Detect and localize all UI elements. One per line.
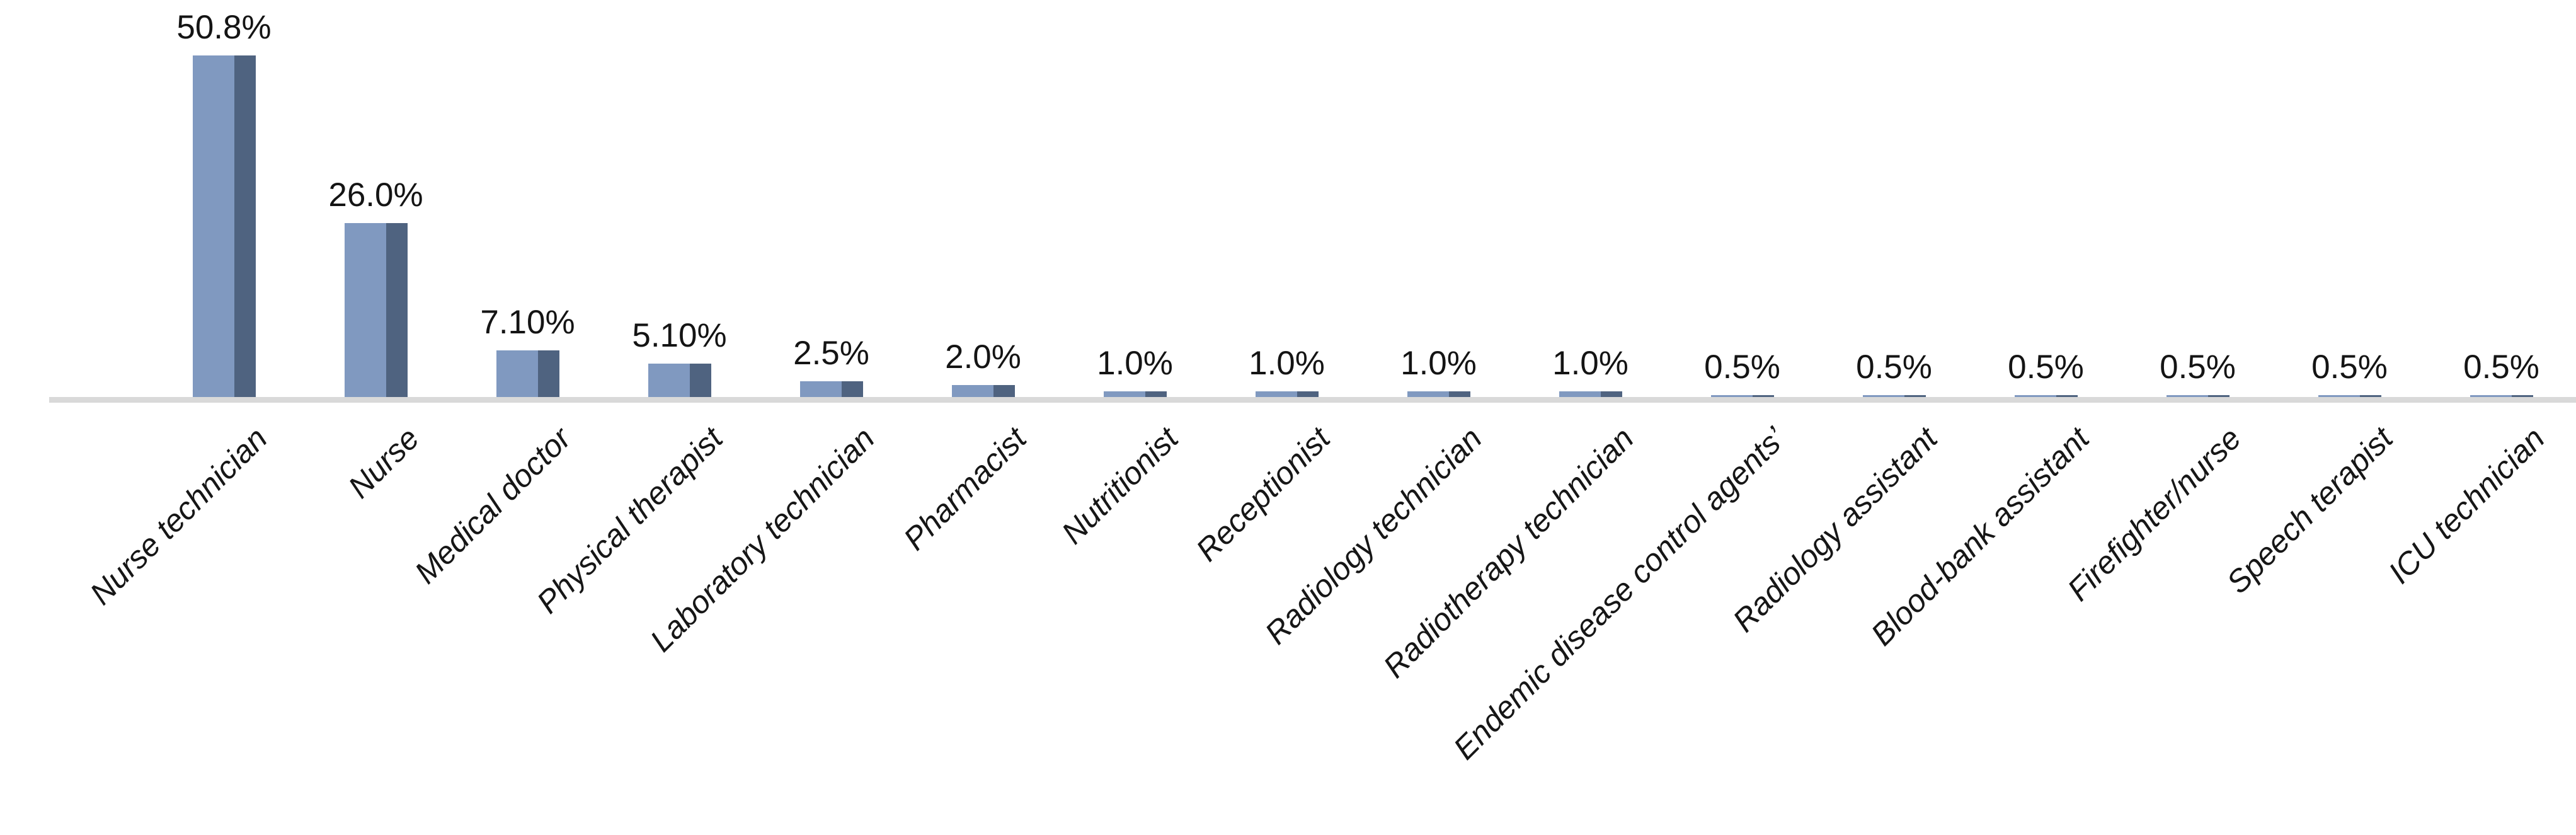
- bar-value-label: 1.0%: [1400, 345, 1477, 383]
- bar-slot: 0.5%: [1818, 0, 1970, 398]
- bar-value-label: 26.0%: [328, 176, 423, 214]
- bar-slot: 0.5%: [2122, 0, 2274, 398]
- bar-front-face: [2318, 395, 2360, 398]
- bar-front-face: [1862, 395, 1904, 398]
- bar-shadow-side: [689, 364, 711, 398]
- bar-shadow-side: [993, 385, 1015, 398]
- bar-value-label: 1.0%: [1097, 345, 1173, 383]
- category-label: Pharmacist: [896, 420, 1033, 557]
- bar: [1103, 391, 1167, 398]
- category-label: Speech terapist: [2219, 420, 2400, 601]
- bar-slot: 0.5%: [2274, 0, 2425, 398]
- bar: [2318, 395, 2381, 398]
- bar-value-label: 1.0%: [1552, 345, 1629, 383]
- category-label: Firefighter/nurse: [2060, 420, 2248, 608]
- category-label: Nurse: [341, 420, 426, 505]
- bar-value-label: 2.5%: [793, 335, 869, 372]
- bar-shadow-side: [1904, 395, 1926, 398]
- bar: [648, 364, 711, 398]
- category-label: Nurse technician: [83, 420, 274, 612]
- bar-slot: 50.8%: [148, 0, 300, 398]
- bar: [2166, 395, 2230, 398]
- bar-slot: 1.0%: [1059, 0, 1211, 398]
- bar: [1559, 391, 1622, 398]
- bar-shadow-side: [1297, 391, 1319, 398]
- bar-front-face: [1407, 391, 1449, 398]
- bar-front-face: [648, 364, 690, 398]
- category-label: Laboratory technician: [643, 420, 881, 659]
- bar-front-face: [2166, 395, 2208, 398]
- bar-front-face: [496, 350, 538, 398]
- bar-shadow-side: [537, 350, 559, 398]
- category-label: Radiotherapy technician: [1376, 420, 1640, 685]
- bar-slot: 0.5%: [1970, 0, 2122, 398]
- bar-value-label: 0.5%: [1704, 348, 1780, 386]
- bar-value-label: 1.0%: [1249, 345, 1325, 383]
- bars-row: 50.8% 26.0% 7.10% 5.10% 2.5% 2.0% 1.0% 1.0% 1.0%…: [148, 0, 2576, 398]
- bar-value-label: 0.5%: [2463, 348, 2539, 386]
- bar-slot: 2.0%: [907, 0, 1059, 398]
- bar-front-face: [2014, 395, 2056, 398]
- bar-slot: 1.0%: [1363, 0, 1514, 398]
- category-label: Receptionist: [1189, 420, 1337, 568]
- bar-shadow-side: [1600, 391, 1622, 398]
- category-label: Blood-bank assistant: [1863, 420, 2096, 653]
- bar-value-label: 0.5%: [2008, 348, 2084, 386]
- bar-shadow-side: [2207, 395, 2230, 398]
- bar-shadow-side: [234, 55, 256, 398]
- bar-slot: 7.10%: [452, 0, 604, 398]
- bar-front-face: [1255, 391, 1297, 398]
- bar-front-face: [1559, 391, 1601, 398]
- bar-slot: 2.5%: [755, 0, 907, 398]
- bar-front-face: [799, 381, 842, 398]
- bar-value-label: 0.5%: [2160, 348, 2236, 386]
- bar-slot: 0.5%: [1666, 0, 1818, 398]
- bar: [1710, 395, 1774, 398]
- bar-value-label: 50.8%: [176, 9, 272, 47]
- category-label: Radiology assistant: [1726, 420, 1944, 639]
- bar-shadow-side: [1448, 391, 1470, 398]
- bar-value-label: 2.0%: [945, 338, 1021, 376]
- category-label: ICU technician: [2381, 420, 2551, 590]
- category-label: Radiology technician: [1257, 420, 1489, 652]
- bar-slot: 1.0%: [1514, 0, 1666, 398]
- bar: [951, 385, 1015, 398]
- bar-slot: 5.10%: [604, 0, 755, 398]
- bar-shadow-side: [1145, 391, 1167, 398]
- bar-value-label: 5.10%: [632, 317, 727, 355]
- bar-front-face: [2470, 395, 2512, 398]
- bar-shadow-side: [386, 223, 408, 398]
- bar: [192, 55, 256, 398]
- bar-front-face: [951, 385, 993, 398]
- category-label: Nutritionist: [1054, 420, 1185, 551]
- bar-shadow-side: [2359, 395, 2381, 398]
- bar-slot: 1.0%: [1211, 0, 1363, 398]
- bar: [2014, 395, 2078, 398]
- bar-front-face: [344, 223, 386, 398]
- x-axis-line: [49, 397, 2576, 403]
- bar: [799, 381, 863, 398]
- bar: [1407, 391, 1470, 398]
- bar-front-face: [1103, 391, 1145, 398]
- bar-value-label: 7.10%: [480, 304, 575, 342]
- category-label: Medical doctor: [407, 420, 578, 590]
- bar-value-label: 0.5%: [1856, 348, 1932, 386]
- bar: [496, 350, 559, 398]
- bar-shadow-side: [2511, 395, 2533, 398]
- bar: [1862, 395, 1926, 398]
- category-label: Endemic disease control agents’: [1446, 420, 1792, 766]
- category-label: Physical therapist: [529, 420, 730, 620]
- bar-slot: 0.5%: [2425, 0, 2576, 398]
- bar-slot: 26.0%: [300, 0, 452, 398]
- bar: [1255, 391, 1319, 398]
- bar: [344, 223, 408, 398]
- bar-value-label: 0.5%: [2311, 348, 2388, 386]
- bar-front-face: [1710, 395, 1753, 398]
- bar-front-face: [192, 55, 234, 398]
- bar: [2470, 395, 2533, 398]
- bar-shadow-side: [841, 381, 863, 398]
- bar-shadow-side: [1752, 395, 1774, 398]
- bar-shadow-side: [2056, 395, 2078, 398]
